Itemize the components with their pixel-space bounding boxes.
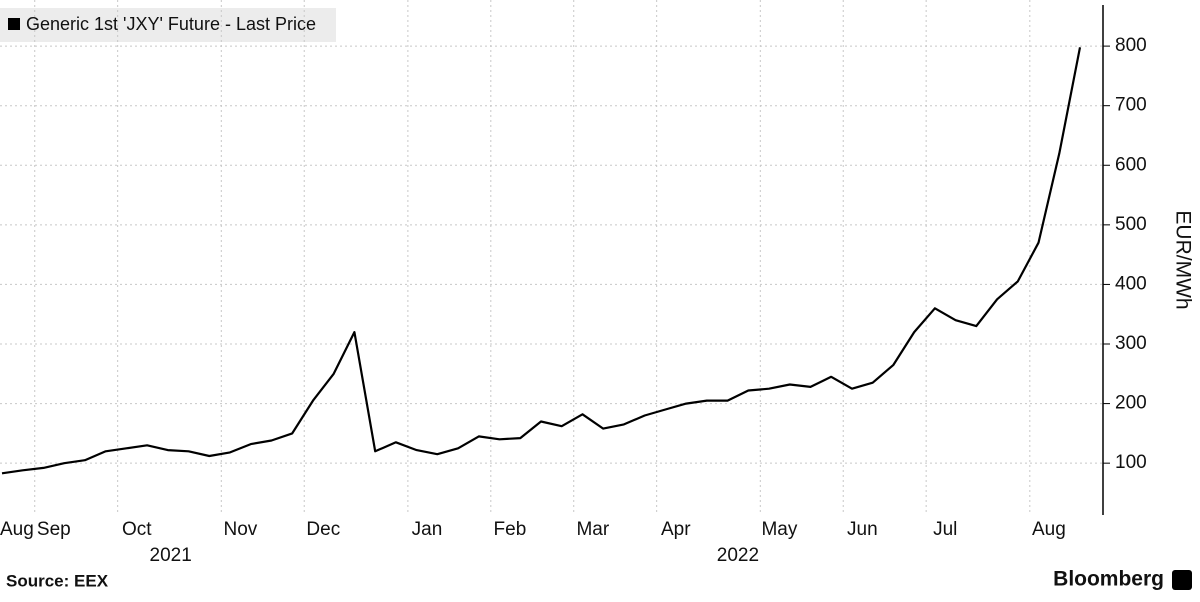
x-tick-label: May [761,519,797,540]
x-tick-label: Apr [661,519,691,540]
y-tick-label: 100 [1115,452,1147,473]
brand-icon [1172,570,1192,590]
x-tick-label: Mar [576,519,609,540]
y-axis-label: EUR/MWh [1171,210,1194,309]
source: Source: EEX [6,571,109,590]
legend-box [0,8,336,42]
x-group-label: 2021 [150,545,192,566]
y-tick-label: 500 [1115,214,1147,235]
x-tick-label: Oct [122,519,152,540]
x-tick-label: Nov [224,519,258,540]
y-tick-label: 300 [1115,333,1147,354]
x-tick-label: Aug [1032,519,1066,540]
y-tick-label: 700 [1115,95,1147,116]
x-tick-label: Jun [847,519,878,540]
x-tick-label: Jul [933,519,957,540]
legend-label: Generic 1st 'JXY' Future - Last Price [26,14,316,34]
x-tick-label: Feb [494,519,527,540]
x-tick-label: Dec [306,519,340,540]
x-group-label: 2022 [717,545,759,566]
y-tick-label: 200 [1115,393,1147,414]
x-tick-label: Jan [412,519,443,540]
legend-swatch [8,18,20,30]
y-tick-label: 800 [1115,35,1147,56]
line-series [1,47,1082,475]
x-tick-label: Sep [37,519,71,540]
y-tick-label: 400 [1115,273,1147,294]
y-tick-label: 600 [1115,154,1147,175]
brand: Bloomberg [1053,568,1164,591]
x-tick-label: Aug [0,519,34,540]
